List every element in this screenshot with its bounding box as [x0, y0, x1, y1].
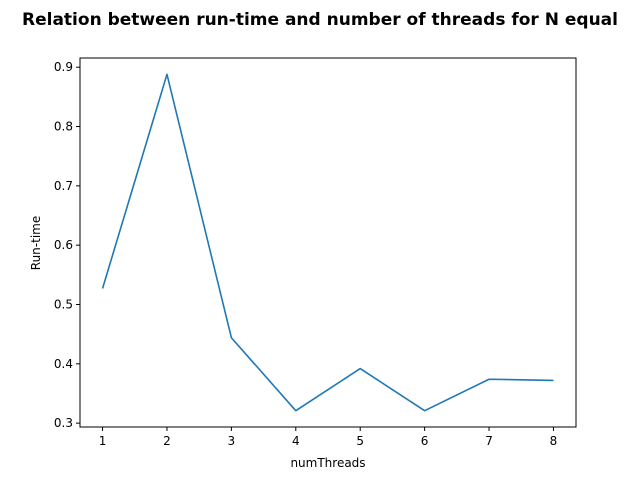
x-axis-label: numThreads	[290, 456, 365, 470]
x-tick-label: 2	[163, 434, 171, 448]
data-point	[294, 409, 298, 413]
series-line	[101, 73, 554, 412]
x-tick-label: 1	[99, 434, 107, 448]
x-tick-label: 7	[485, 434, 493, 448]
y-tick-label: 0.7	[54, 179, 73, 193]
x-tick-label: 5	[356, 434, 364, 448]
y-tick-label: 0.6	[54, 238, 73, 252]
data-point	[358, 367, 362, 371]
chart-title: Relation between run-time and number of …	[22, 10, 618, 30]
y-tick-label: 0.3	[54, 416, 73, 430]
data-point	[423, 409, 427, 413]
x-tick-label: 4	[292, 434, 300, 448]
y-axis: 0.3 0.4 0.5 0.6 0.7 0.8 0.9	[54, 60, 80, 430]
y-tick-label: 0.8	[54, 120, 73, 134]
x-tick-label: 3	[228, 434, 236, 448]
x-axis: 1 2 3 4 5 6 7 8	[99, 427, 558, 448]
x-tick-label: 6	[421, 434, 429, 448]
plot-area	[79, 57, 577, 428]
y-tick-label: 0.4	[54, 357, 73, 371]
data-point	[165, 72, 169, 76]
data-point	[229, 336, 233, 340]
data-point	[487, 377, 491, 381]
y-axis-label: Run-time	[29, 216, 43, 270]
data-point	[101, 286, 105, 290]
x-tick-label: 8	[550, 434, 558, 448]
series-group	[101, 72, 555, 413]
y-tick-label: 0.5	[54, 297, 73, 311]
data-point	[551, 378, 555, 382]
y-tick-label: 0.9	[54, 60, 73, 74]
